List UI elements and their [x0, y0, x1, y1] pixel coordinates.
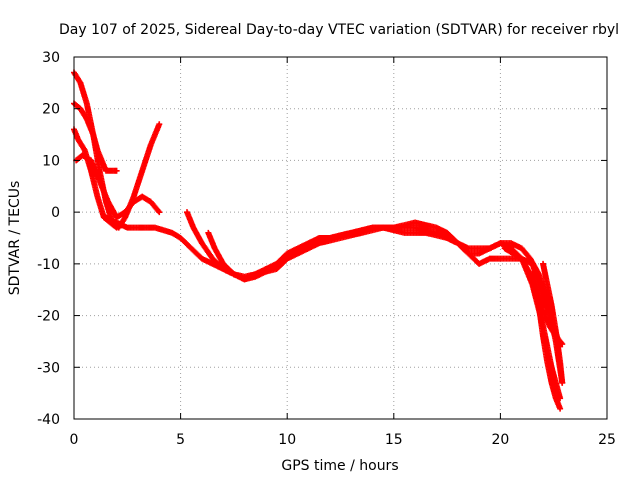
y-tick-label: 20 [42, 102, 60, 118]
grid-lines [74, 57, 607, 419]
y-tick-label: 30 [42, 50, 60, 66]
data-point [156, 209, 163, 216]
y-tick-label: -20 [37, 309, 60, 325]
y-tick-label: -10 [37, 257, 60, 273]
x-tick-label: 10 [278, 432, 296, 448]
axis-ticks: 0 5 10 15 20 25 -40 -30 -20 -10 0 10 20 30 [37, 50, 616, 448]
chart-title: Day 107 of 2025, Sidereal Day-to-day VTE… [59, 22, 619, 38]
data-point [113, 224, 120, 231]
x-tick-label: 15 [385, 432, 403, 448]
y-tick-label: -40 [37, 412, 60, 428]
series-track-10 [540, 260, 566, 386]
data-point [559, 379, 566, 386]
series-track-5 [102, 214, 564, 402]
x-tick-label: 25 [598, 432, 616, 448]
y-tick-label: -30 [37, 360, 60, 376]
series-track-4 [73, 152, 163, 221]
data-point [156, 121, 163, 128]
series-track-6 [183, 209, 566, 386]
data-marks [71, 69, 566, 412]
series-marker [155, 207, 162, 214]
x-axis-label: GPS time / hours [281, 458, 398, 474]
y-tick-label: 0 [51, 205, 60, 221]
x-tick-label: 5 [176, 432, 185, 448]
y-axis-label: SDTVAR / TECUs [7, 181, 23, 296]
series-track-7 [205, 224, 564, 350]
series-track-2 [71, 100, 120, 174]
plot-frame [73, 56, 608, 420]
x-tick-label: 20 [491, 432, 509, 448]
data-point [557, 405, 564, 412]
data-point [113, 167, 120, 174]
y-tick-label: 10 [42, 153, 60, 169]
x-tick-label: 0 [70, 432, 79, 448]
